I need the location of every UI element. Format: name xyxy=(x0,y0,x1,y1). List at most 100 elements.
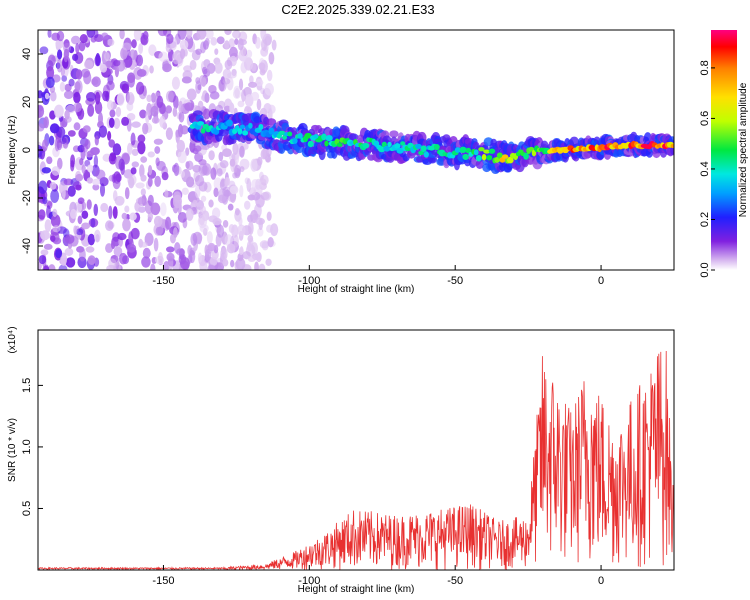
spectrogram-cell xyxy=(112,232,120,242)
x-tick-label: -100 xyxy=(298,275,320,287)
spectrogram-cell xyxy=(108,258,117,269)
snr-y-ticks: 0.5 1.0 1.5 xyxy=(21,378,43,516)
spectrogram-cell xyxy=(266,118,277,126)
spectrogram-cell xyxy=(55,248,63,259)
spectrogram-cell xyxy=(93,229,101,243)
spectrogram-cell xyxy=(126,243,137,253)
spectrogram-cell xyxy=(220,247,228,261)
spectrogram-cell xyxy=(171,51,182,65)
spectrogram-cell xyxy=(313,134,319,139)
spectrogram-cell xyxy=(255,178,262,190)
y-tick-label: 1.0 xyxy=(21,439,33,454)
spectrogram-cell xyxy=(189,59,197,71)
spectrogram-cell xyxy=(177,30,187,40)
spectrogram-cell xyxy=(111,240,116,250)
spectrogram-cell xyxy=(57,157,63,170)
spectrogram-cell xyxy=(150,105,159,117)
spectrogram-cell xyxy=(112,190,118,202)
spectrogram-cell xyxy=(124,187,130,200)
spectrogram-cell xyxy=(206,63,216,74)
spectrogram-cell xyxy=(70,35,81,45)
spectrogram-cell xyxy=(153,138,163,145)
spectrogram-cell xyxy=(362,142,370,149)
spectrogram-cell xyxy=(165,216,172,230)
spectrogram-cell xyxy=(73,122,81,131)
spectrogram-cell xyxy=(48,135,55,146)
spectrogram-cell xyxy=(46,205,51,219)
spectrogram-cell xyxy=(483,149,491,154)
spectrogram-cell xyxy=(50,235,56,242)
spectrogram-cell xyxy=(165,105,172,114)
spectrogram-cell xyxy=(131,148,139,157)
spectrogram-cell xyxy=(321,133,327,141)
spectrogram-cell xyxy=(39,46,49,55)
spectrogram-cell xyxy=(268,127,275,135)
spectrogram-cell xyxy=(531,149,537,157)
spectrogram-cell xyxy=(325,135,333,142)
spectrogram-cell xyxy=(98,125,108,138)
spectrogram-cell xyxy=(473,149,479,156)
spectrogram-cell xyxy=(103,38,108,46)
spectrogram-cell xyxy=(61,55,71,70)
spectrogram-cell xyxy=(237,38,244,51)
spectrogram-cell xyxy=(127,174,137,186)
spectrogram-cell xyxy=(234,207,240,216)
spectrogram-cell xyxy=(80,68,91,78)
spectrogram-cell xyxy=(52,225,61,233)
spectrogram-cell xyxy=(238,247,244,256)
spectrogram-cell xyxy=(130,132,136,146)
spectrogram-cell xyxy=(186,88,197,101)
spectrogram-cell xyxy=(242,130,249,136)
spectrogram-cell xyxy=(199,224,209,233)
spectrogram-cell xyxy=(73,225,78,235)
y-tick-label: 40 xyxy=(21,48,33,60)
spectrogram-cell xyxy=(166,246,175,253)
spectrogram-cell xyxy=(287,131,293,137)
spectrogram-cell xyxy=(420,145,427,152)
spectrogram-cell xyxy=(131,161,140,168)
spectrogram-cell xyxy=(237,100,245,108)
spectrogram-cell xyxy=(119,252,128,265)
x-tick-label: -150 xyxy=(152,275,174,287)
spectrogram-cell xyxy=(147,151,155,158)
y-tick-label: 0 xyxy=(21,147,33,153)
spectrogram-cell xyxy=(194,145,202,152)
colorbar-tick-label: 0.6 xyxy=(699,111,711,126)
spectrogram-cell xyxy=(49,181,57,190)
spectrogram-cell xyxy=(222,78,231,85)
spectrogram-cell xyxy=(146,94,152,103)
spectrogram-cell xyxy=(200,195,207,202)
snr-panel: -150 -100 -50 0 0.5 1.0 1.5 (x10⁴) Height of … xyxy=(7,326,675,595)
spectrogram-cell xyxy=(205,30,214,40)
spectrogram-cell xyxy=(90,217,96,228)
spectrogram-cell xyxy=(95,169,106,180)
spectrogram-cell xyxy=(121,212,128,220)
spectrogram-cell xyxy=(378,146,386,153)
spectrogram-cell xyxy=(243,143,249,150)
spectrogram-cell xyxy=(265,258,272,266)
spectrogram-cell xyxy=(237,128,243,135)
colorbar-gradient xyxy=(711,30,737,270)
spectrogram-cell xyxy=(87,150,94,157)
spectrogram-cell xyxy=(213,177,223,191)
snr-x-axis-label: Height of straight line (km) xyxy=(298,584,415,595)
spectrogram-cell xyxy=(107,131,112,141)
spectrogram-cell xyxy=(94,91,101,105)
spectrogram-cell xyxy=(137,134,146,143)
snr-y-axis-label: SNR (10 * v/v) xyxy=(7,418,18,482)
spectrogram-cell xyxy=(139,241,148,248)
spectrogram-cell xyxy=(75,69,83,80)
spectrogram-cell xyxy=(51,32,60,41)
spectrogram-cell xyxy=(121,116,130,126)
spectrogram-cell xyxy=(266,69,273,82)
spectrogram-cell xyxy=(462,153,469,161)
spectrogram-cell xyxy=(475,154,482,162)
spectrogram-cell xyxy=(246,178,252,192)
spectrogram-cell xyxy=(84,59,94,70)
spectrogram-cell xyxy=(396,147,404,154)
spectrogram-cell xyxy=(138,43,144,55)
spectrogram-cell xyxy=(108,139,116,148)
spectrogram-cell xyxy=(156,95,164,108)
spectrogram-cell xyxy=(216,36,225,45)
spectrogram-cell xyxy=(196,121,205,126)
